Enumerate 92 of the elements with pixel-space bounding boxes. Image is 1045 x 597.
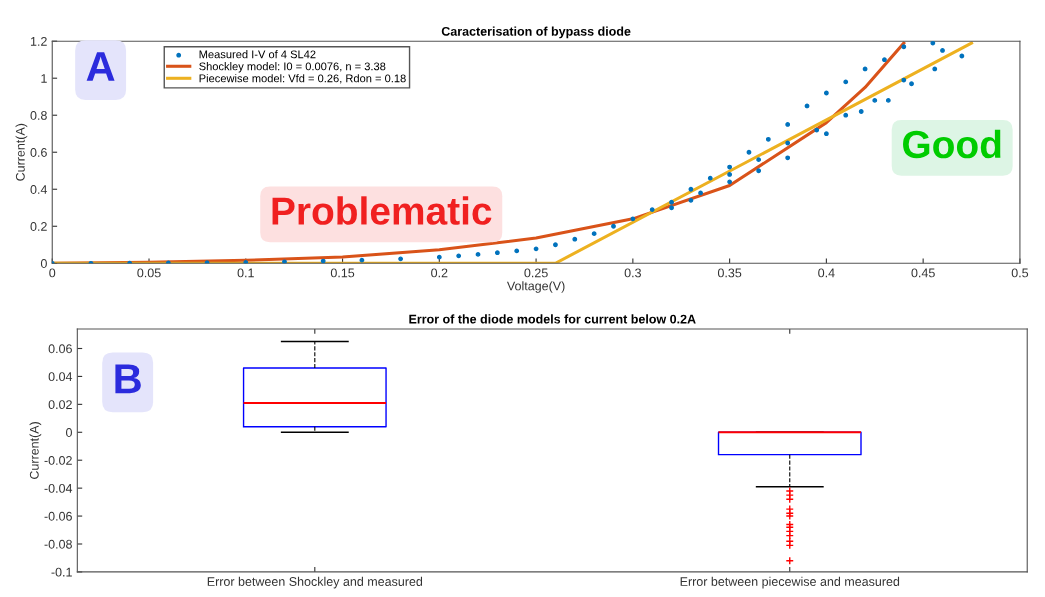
x-tick-label: 0.5 [1011, 268, 1029, 278]
x-tick-label: 0.05 [137, 268, 161, 278]
point [475, 251, 481, 257]
y-tick-label: 1.2 [30, 36, 47, 46]
point [804, 103, 810, 109]
point [785, 140, 791, 146]
point [669, 199, 674, 205]
y-tick-label: 0 [40, 259, 47, 268]
point [882, 57, 887, 63]
point [901, 77, 907, 83]
point [688, 186, 694, 192]
x-tick-label: 0.35 [717, 268, 742, 278]
point [611, 223, 616, 229]
x-tick-label: Error between piecewise and measured [680, 576, 900, 589]
point [727, 179, 733, 185]
point [572, 236, 578, 242]
point [932, 66, 938, 72]
point [165, 260, 171, 264]
point [823, 90, 829, 96]
y-tick-label: -0.04 [44, 483, 73, 493]
point [88, 260, 94, 264]
point [436, 254, 442, 260]
point [843, 79, 849, 85]
legend-label: Shockley model: I0 = 0.0076, n = 3.38 [199, 62, 386, 73]
x-tick-label: 0.45 [911, 268, 935, 278]
y-tick-label: 0.8 [30, 111, 47, 120]
point [398, 256, 404, 262]
point [204, 260, 210, 264]
y-tick-label: 1 [41, 74, 47, 83]
x-axis-title: Voltage(V) [506, 281, 565, 293]
y-axis-title: Current(A) [15, 123, 28, 181]
point [727, 172, 733, 177]
point [862, 66, 868, 72]
point [765, 136, 771, 142]
point [959, 53, 965, 59]
x-tick-label: Error between Shockley and measured [207, 576, 423, 589]
chart-title: Error of the diode models for current below 0.2A [409, 314, 696, 324]
annotation: Problematic [272, 196, 492, 225]
point [707, 175, 713, 181]
y-tick-label: -0.1 [51, 567, 72, 577]
x-tick-label: 0.2 [431, 268, 448, 278]
point [456, 253, 462, 259]
point [843, 112, 849, 118]
y-tick-label: 0.4 [30, 185, 48, 194]
y-tick-label: -0.06 [44, 511, 72, 521]
annotation: B [115, 364, 141, 394]
point [553, 242, 558, 248]
x-tick-label: 0.3 [624, 268, 641, 278]
point [698, 190, 703, 196]
annotation: A [86, 52, 115, 81]
point [688, 197, 694, 203]
point [533, 246, 539, 252]
point [901, 44, 907, 50]
y-tick-label: -0.02 [44, 456, 72, 465]
y-tick-label: 0.04 [48, 372, 73, 382]
y-tick-label: -0.08 [44, 539, 72, 549]
y-tick-label: 0.02 [48, 400, 72, 410]
point [823, 131, 829, 137]
point [940, 48, 945, 53]
x-tick-label: 0.1 [237, 268, 254, 278]
point [727, 164, 733, 170]
point [649, 207, 655, 213]
y-tick-label: 0 [66, 428, 72, 437]
point [885, 98, 891, 103]
y-tick-label: 0.06 [48, 344, 72, 354]
point [858, 109, 864, 114]
y-tick-label: 0.6 [30, 148, 47, 157]
point [814, 127, 820, 133]
point [909, 81, 914, 87]
point [514, 248, 520, 254]
y-axis-title: Current(A) [29, 422, 42, 479]
chart-title: Caracterisation of bypass diode [441, 26, 631, 39]
point [494, 250, 500, 256]
x-tick-label: 0.25 [524, 268, 548, 278]
point [785, 122, 791, 127]
point [756, 157, 762, 163]
legend-label: Measured I-V of 4 SL42 [199, 50, 316, 59]
point [282, 259, 287, 264]
annotation: Good [903, 129, 1001, 159]
x-tick-label: 0.15 [330, 268, 355, 278]
point [591, 231, 597, 237]
point [359, 257, 365, 263]
point [756, 168, 762, 174]
point [872, 98, 878, 103]
x-tick-label: 0.4 [818, 268, 835, 278]
point [785, 155, 791, 161]
point [630, 216, 636, 222]
point [669, 205, 674, 211]
point [320, 258, 326, 264]
point [746, 149, 752, 155]
legend-label: Piecewise model: Vfd = 0.26, Rdon = 0.18 [199, 74, 406, 84]
y-tick-label: 0.2 [30, 222, 47, 231]
